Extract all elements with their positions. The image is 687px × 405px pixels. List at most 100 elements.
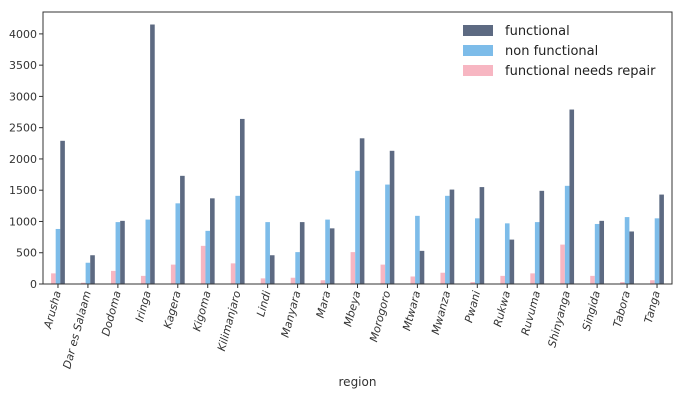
x-tick-label: Lindi xyxy=(254,289,273,318)
bar-functional-mbeya xyxy=(359,138,365,284)
bar-non-functional-singida xyxy=(594,223,600,284)
x-tick-label: Rukwa xyxy=(491,289,513,328)
x-axis-label: region xyxy=(339,375,377,389)
bar-non-functional-dodoma xyxy=(115,222,121,284)
bar-functional-lindi xyxy=(269,255,275,284)
legend-label: non functional xyxy=(505,44,598,59)
bar-functional-ruvuma xyxy=(539,190,545,284)
bar-functional-mtwara xyxy=(419,250,425,284)
x-tick-label: Arusha xyxy=(41,289,64,331)
bar-functional-manyara xyxy=(299,222,305,284)
bar-functional-morogoro xyxy=(389,150,395,284)
x-tick-label: Ruvuma xyxy=(519,289,543,337)
bar-non-functional-morogoro xyxy=(385,184,390,284)
x-tick-label: Kigoma xyxy=(190,289,213,333)
x-tick-label: Shinyanga xyxy=(546,289,574,349)
bar-non-functional-ruvuma xyxy=(534,222,540,284)
bar-functional-singida xyxy=(599,220,605,284)
y-tick-label: 3500 xyxy=(9,59,37,72)
bar-non-functional-rukwa xyxy=(504,223,510,284)
bar-functional-needs-repair-shinyanga xyxy=(560,244,565,284)
bar-functional-needs-repair-dar-es-salaam xyxy=(81,282,86,284)
bar-functional-needs-repair-kigoma xyxy=(200,245,206,284)
bar-functional-needs-repair-arusha xyxy=(51,273,56,284)
bar-functional-mara xyxy=(329,228,335,284)
bar-functional-needs-repair-kagera xyxy=(170,264,176,284)
x-tick-label: Mtwara xyxy=(400,289,423,332)
bar-non-functional-iringa xyxy=(145,219,151,284)
bar-non-functional-dar-es-salaam xyxy=(85,262,91,284)
bar-functional-needs-repair-mbeya xyxy=(350,252,356,284)
bar-functional-needs-repair-ruvuma xyxy=(530,273,535,284)
x-tick-label: Mwanza xyxy=(429,289,453,336)
x-tick-label: Kilimanjaro xyxy=(215,289,244,352)
y-tick-label: 3000 xyxy=(9,90,37,103)
x-tick-label: Mara xyxy=(314,289,334,319)
bar-non-functional-mara xyxy=(325,219,330,284)
legend-swatch xyxy=(463,25,493,36)
y-tick-label: 1000 xyxy=(9,215,37,228)
bar-functional-pwani xyxy=(479,187,485,284)
x-tick-label: Iringa xyxy=(133,289,154,323)
legend-label: functional xyxy=(505,24,570,39)
bar-functional-needs-repair-iringa xyxy=(140,275,146,284)
bar-functional-tanga xyxy=(659,194,664,284)
y-tick-label: 500 xyxy=(16,247,37,260)
y-tick-label: 4000 xyxy=(9,28,37,41)
bar-functional-kilimanjaro xyxy=(239,118,245,284)
x-tick-label: Kagera xyxy=(161,289,184,330)
bar-non-functional-pwani xyxy=(475,218,480,284)
x-tick-label: Dodoma xyxy=(99,289,124,337)
x-tick-label: Manyara xyxy=(279,289,304,339)
bar-functional-kagera xyxy=(180,175,185,284)
y-axis: 0 500 1000 1500 2000 2500 3000 3500 4000 xyxy=(9,28,43,291)
legend-label: functional needs repair xyxy=(505,64,656,79)
x-tick-label: Pwani xyxy=(462,289,483,324)
bar-functional-needs-repair-tabora xyxy=(620,282,625,284)
bar-non-functional-tanga xyxy=(654,218,660,284)
bar-functional-mwanza xyxy=(449,189,455,284)
bar-non-functional-mwanza xyxy=(445,195,450,284)
bar-functional-dodoma xyxy=(120,220,125,284)
bar-non-functional-lindi xyxy=(265,222,270,284)
bar-functional-rukwa xyxy=(509,239,515,284)
bar-functional-kigoma xyxy=(210,198,215,284)
bar-non-functional-tabora xyxy=(624,217,630,284)
y-tick-label: 0 xyxy=(30,278,37,291)
bar-non-functional-kigoma xyxy=(205,230,211,284)
bar-non-functional-mtwara xyxy=(415,215,420,284)
bar-functional-shinyanga xyxy=(569,109,575,284)
bar-functional-iringa xyxy=(150,24,155,284)
bar-non-functional-arusha xyxy=(55,228,61,284)
y-tick-label: 2500 xyxy=(9,122,37,135)
bar-non-functional-mbeya xyxy=(355,170,360,284)
bar-functional-needs-repair-mtwara xyxy=(410,276,416,284)
bar-functional-needs-repair-mara xyxy=(320,280,326,284)
legend: functional non functional functional needs… xyxy=(463,24,656,79)
bar-non-functional-kagera xyxy=(175,203,181,284)
bar-functional-needs-repair-lindi xyxy=(260,278,266,284)
bar-non-functional-manyara xyxy=(295,252,300,284)
bar-functional-tabora xyxy=(629,231,634,284)
plot-frame xyxy=(42,11,673,285)
bar-functional-needs-repair-kilimanjaro xyxy=(230,263,236,284)
bar-functional-needs-repair-mwanza xyxy=(440,272,446,284)
y-tick-label: 1500 xyxy=(9,184,37,197)
bar-functional-needs-repair-singida xyxy=(590,275,595,284)
x-tick-label: Dar es Salaam xyxy=(61,289,94,370)
x-tick-label: Morogoro xyxy=(367,289,393,343)
x-tick-label: Mbeya xyxy=(341,289,363,328)
bar-functional-needs-repair-manyara xyxy=(290,277,296,284)
x-tick-label: Tabora xyxy=(611,289,633,329)
x-tick-label: Tanga xyxy=(642,289,663,324)
bar-functional-needs-repair-tanga xyxy=(650,280,655,284)
legend-swatch xyxy=(463,45,493,56)
legend-swatch xyxy=(463,65,493,76)
bar-functional-needs-repair-pwani xyxy=(470,282,476,284)
bar-functional-needs-repair-rukwa xyxy=(500,275,505,284)
bar-functional-arusha xyxy=(60,140,65,284)
bar-functional-dar-es-salaam xyxy=(90,255,95,284)
